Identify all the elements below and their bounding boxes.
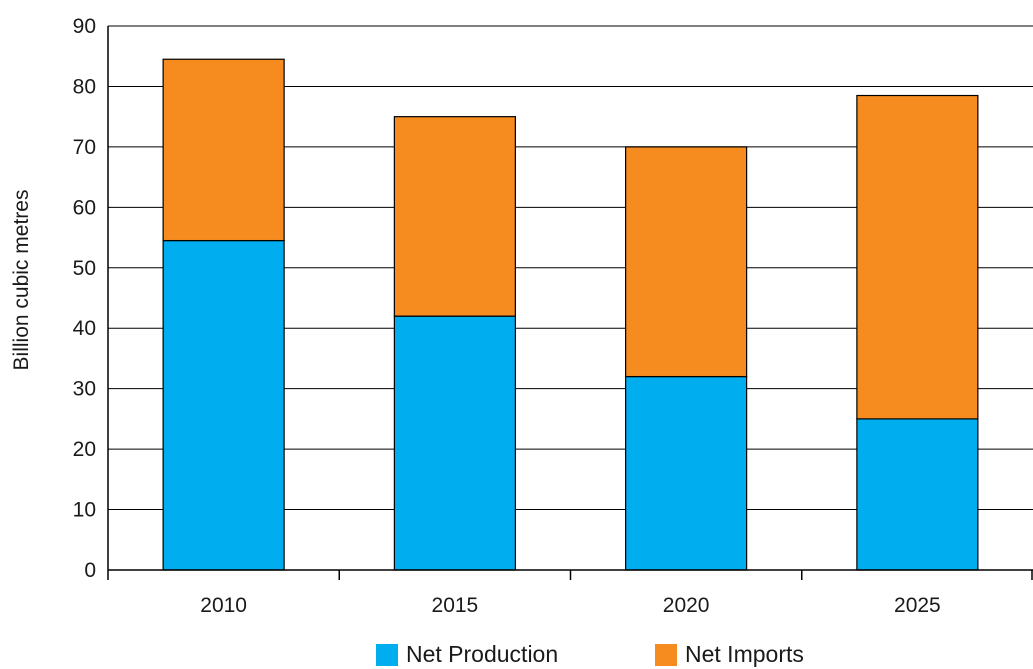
y-tick-label: 70 [73, 136, 96, 159]
x-tick-label: 2025 [894, 594, 941, 617]
bar-net-production-2025 [856, 418, 979, 571]
bar-net-imports-2010 [162, 58, 285, 242]
y-tick-label: 0 [84, 559, 96, 582]
bar-net-imports-2015 [393, 116, 516, 317]
x-tick-label: 2015 [432, 594, 479, 617]
y-axis-title: Billion cubic metres [10, 190, 33, 371]
tick-labels: 0 10 20 30 40 50 60 70 80 90 2010 2015 2020 2025 [73, 15, 941, 617]
y-tick-label: 80 [73, 75, 96, 98]
x-tick-label: 2020 [663, 594, 710, 617]
bar-net-imports-2025 [856, 94, 979, 420]
legend-swatch-net-production [376, 643, 398, 666]
bars [162, 58, 979, 571]
x-tick-label: 2010 [200, 594, 247, 617]
legend-label-net-imports: Net Imports [685, 641, 804, 667]
bar-net-production-2015 [393, 315, 516, 571]
y-tick-label: 90 [73, 15, 96, 38]
y-tick-label: 60 [73, 196, 96, 219]
legend-item-net-production: Net Production [376, 640, 558, 669]
y-tick-label: 40 [73, 317, 96, 340]
y-tick-label: 50 [73, 257, 96, 280]
legend-swatch-net-imports [655, 643, 677, 666]
legend-item-net-imports: Net Imports [655, 640, 804, 669]
axes [107, 25, 1033, 580]
legend: Net Production Net Imports [0, 640, 1033, 669]
y-tick-label: 20 [73, 438, 96, 461]
y-tick-label: 30 [73, 378, 96, 401]
y-tick-label: 10 [73, 499, 96, 522]
bar-net-imports-2020 [625, 146, 748, 378]
bar-net-production-2010 [162, 239, 285, 571]
bar-net-production-2020 [625, 375, 748, 571]
legend-label-net-production: Net Production [406, 641, 559, 667]
